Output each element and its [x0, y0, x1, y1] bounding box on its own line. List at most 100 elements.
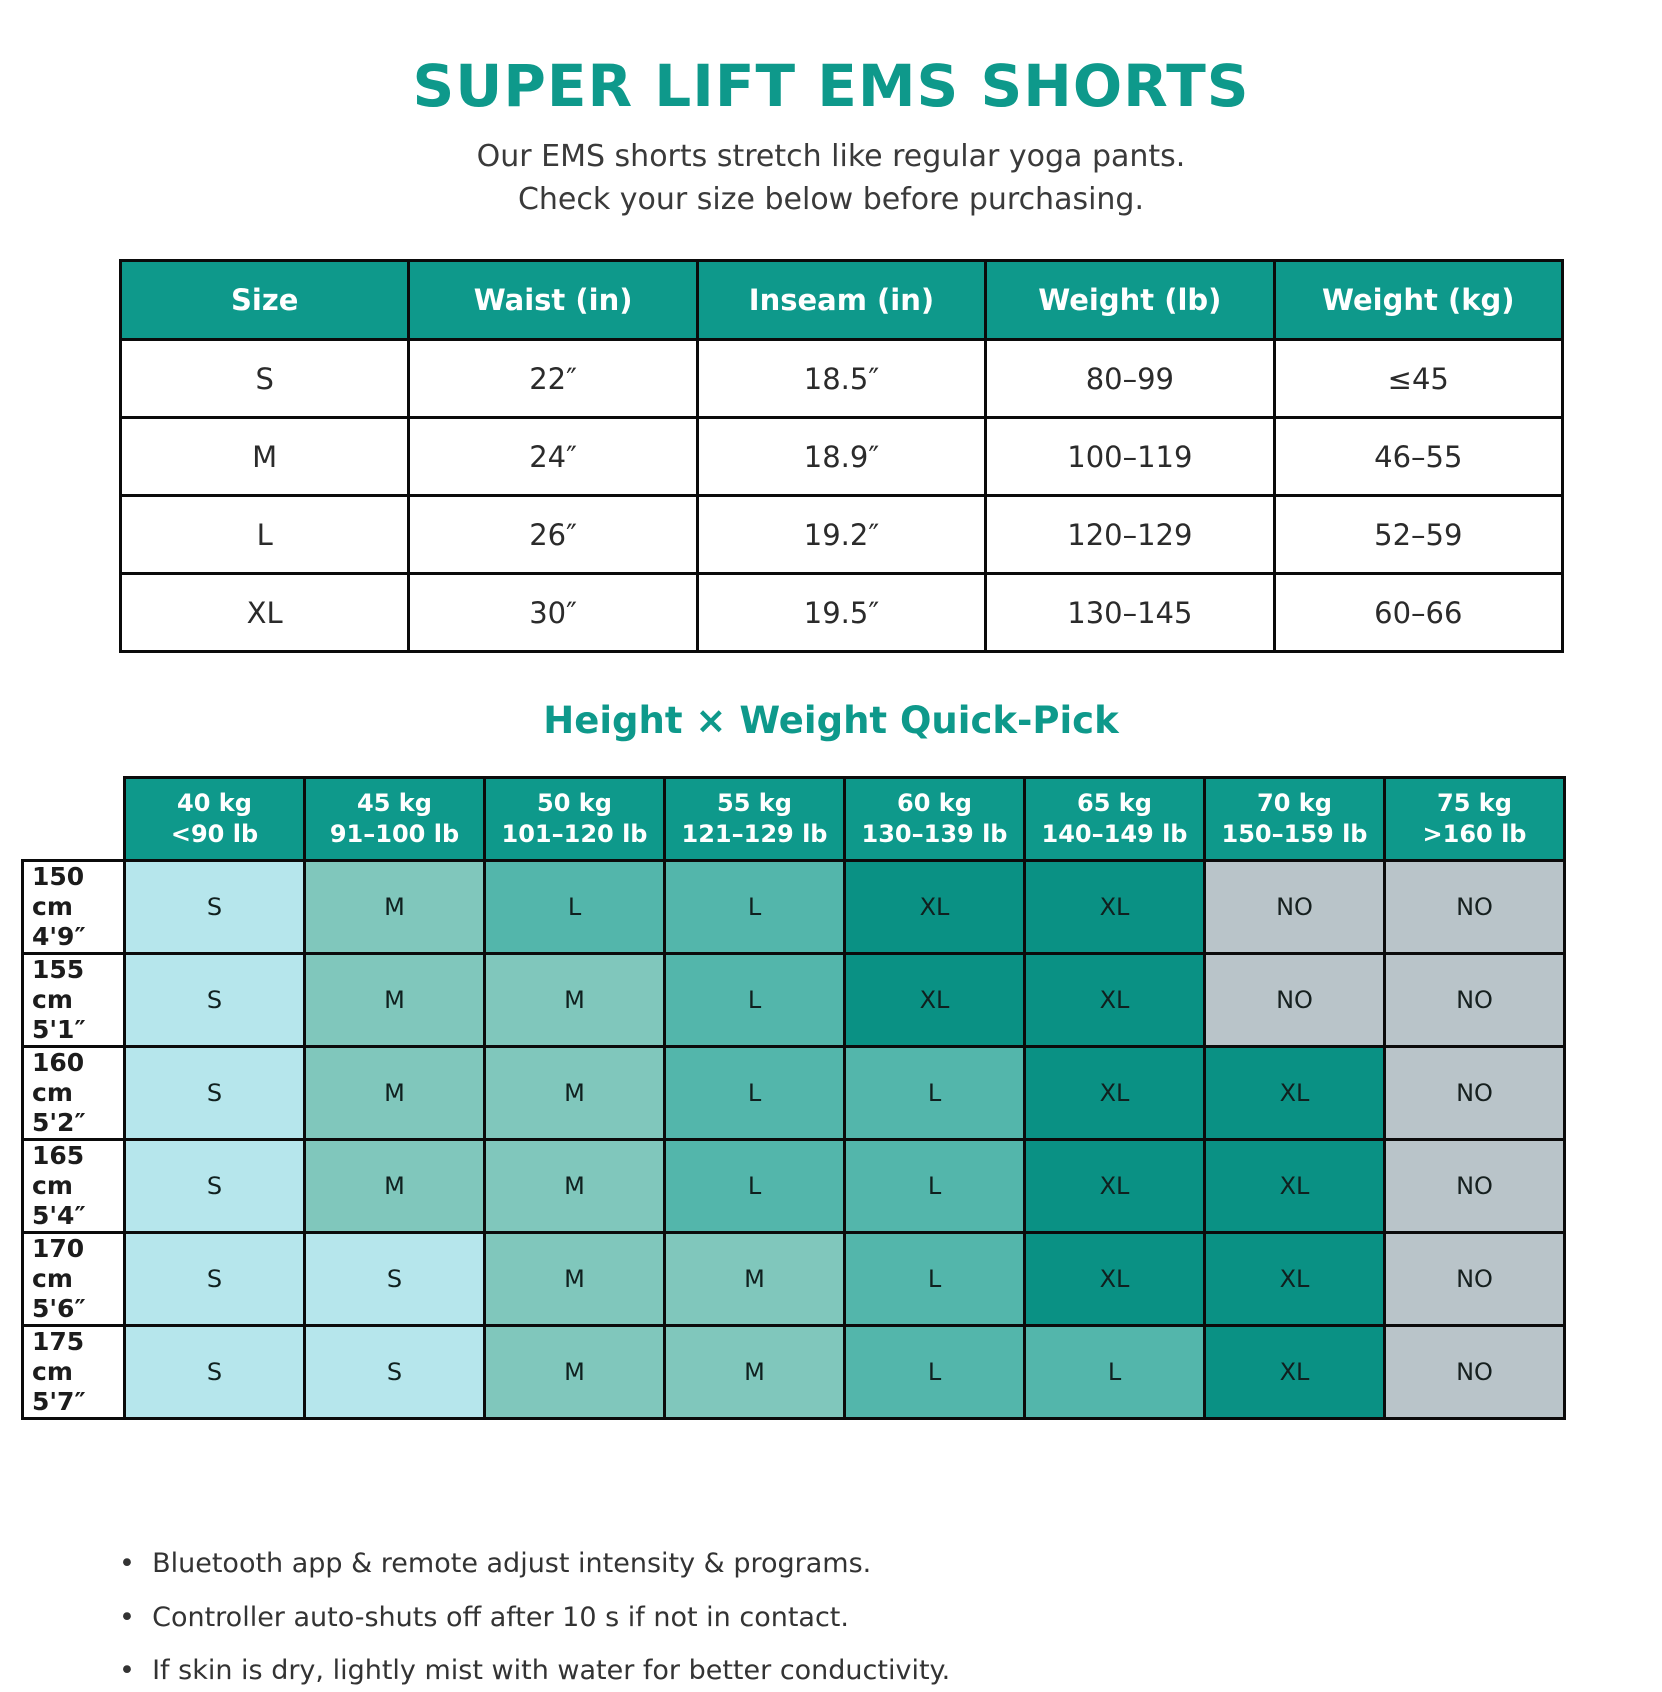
- weight-lb-label: >160 lb: [1422, 820, 1527, 849]
- weight-kg-label: 50 kg: [537, 789, 612, 817]
- size-pick-cell: M: [483, 1231, 666, 1328]
- size-table-header-weight-lb: Weight (lb): [984, 259, 1276, 342]
- size-pick-cell: L: [1023, 1324, 1206, 1421]
- size-pick-cell: S: [123, 1045, 306, 1142]
- size-pick-cell: M: [663, 1324, 846, 1421]
- size-pick-cell: NO: [1383, 952, 1566, 1049]
- size-pick-cell: NO: [1203, 952, 1386, 1049]
- weight-lb-cell: 120–129: [984, 494, 1276, 576]
- weight-col-header-70kg: 70 kg 150–159 lb: [1203, 776, 1386, 863]
- weight-kg-label: 70 kg: [1257, 789, 1332, 817]
- size-pick-cell: S: [123, 1324, 306, 1421]
- size-pick-cell: L: [483, 859, 666, 956]
- size-pick-cell: S: [303, 1324, 486, 1421]
- weight-col-header-45kg: 45 kg 91–100 lb: [303, 776, 486, 863]
- size-cell: M: [118, 416, 411, 498]
- waist-cell: 30″: [407, 572, 699, 654]
- quick-pick-row-150cm: 150 cm 4'9″ S M L L XL XL NO NO: [21, 859, 1566, 956]
- size-pick-cell: NO: [1203, 859, 1386, 956]
- size-table-header-weight-kg: Weight (kg): [1272, 259, 1565, 342]
- weight-kg-cell: 60–66: [1272, 572, 1565, 654]
- subtitle-line-2: Check your size below before purchasing.: [517, 181, 1145, 217]
- size-cell: XL: [118, 572, 411, 654]
- size-pick-cell: M: [303, 1138, 486, 1235]
- weight-col-header-55kg: 55 kg 121–129 lb: [663, 776, 846, 863]
- height-ft-label: 5'7″: [32, 1387, 86, 1417]
- size-pick-cell: NO: [1383, 1324, 1566, 1421]
- corner-spacer: [22, 777, 125, 861]
- height-cm-label: 150 cm: [32, 862, 85, 922]
- inseam-cell: 18.9″: [695, 416, 988, 498]
- weight-lb-label: 101–120 lb: [501, 820, 648, 849]
- weight-kg-cell: ≤45: [1272, 338, 1565, 420]
- height-row-header: 170 cm 5'6″: [21, 1231, 126, 1328]
- weight-lb-cell: 100–119: [984, 416, 1276, 498]
- size-pick-cell: M: [303, 1045, 486, 1142]
- inseam-cell: 18.5″: [695, 338, 988, 420]
- size-pick-cell: NO: [1383, 859, 1566, 956]
- quick-pick-title: Height × Weight Quick-Pick: [543, 699, 1119, 743]
- quick-pick-row-160cm: 160 cm 5'2″ S M M L L XL XL NO: [21, 1045, 1566, 1142]
- waist-cell: 24″: [407, 416, 699, 498]
- weight-lb-label: 121–129 lb: [681, 820, 828, 849]
- size-pick-cell: S: [123, 952, 306, 1049]
- size-table-header-inseam: Inseam (in): [695, 259, 988, 342]
- size-pick-cell: XL: [843, 859, 1026, 956]
- page-title: SUPER LIFT EMS SHORTS: [412, 52, 1250, 120]
- height-ft-label: 4'9″: [32, 922, 86, 952]
- size-pick-cell: M: [483, 1138, 666, 1235]
- size-pick-cell: S: [123, 1231, 306, 1328]
- size-table-header-row: Size Waist (in) Inseam (in) Weight (lb) …: [118, 259, 1565, 342]
- size-pick-cell: S: [303, 1231, 486, 1328]
- weight-lb-label: 150–159 lb: [1221, 820, 1368, 849]
- size-pick-cell: NO: [1383, 1138, 1566, 1235]
- size-pick-cell: L: [843, 1324, 1026, 1421]
- size-pick-cell: XL: [1203, 1138, 1386, 1235]
- weight-kg-label: 65 kg: [1077, 789, 1152, 817]
- note-auto-shutoff: Controller auto-shuts off after 10 s if …: [119, 1602, 1662, 1634]
- size-pick-cell: XL: [843, 952, 1026, 1049]
- waist-cell: 22″: [407, 338, 699, 420]
- weight-col-header-40kg: 40 kg <90 lb: [123, 776, 306, 863]
- height-ft-label: 5'1″: [32, 1015, 86, 1045]
- size-pick-cell: XL: [1023, 1231, 1206, 1328]
- weight-kg-label: 55 kg: [717, 789, 792, 817]
- size-pick-cell: L: [663, 859, 846, 956]
- note-dry-skin: If skin is dry, lightly mist with water …: [119, 1655, 1662, 1687]
- size-table-row-l: L 26″ 19.2″ 120–129 52–59: [118, 494, 1565, 576]
- inseam-cell: 19.5″: [695, 572, 988, 654]
- weight-col-header-60kg: 60 kg 130–139 lb: [843, 776, 1026, 863]
- size-table-header-size: Size: [118, 259, 411, 342]
- height-ft-label: 5'6″: [32, 1294, 86, 1324]
- quick-pick-row-165cm: 165 cm 5'4″ S M M L L XL XL NO: [21, 1138, 1566, 1235]
- quick-pick-header-row: 40 kg <90 lb 45 kg 91–100 lb 50 kg 101–120 …: [22, 776, 1566, 863]
- height-cm-label: 165 cm: [32, 1141, 85, 1201]
- size-pick-cell: XL: [1023, 859, 1206, 956]
- product-notes: Bluetooth app & remote adjust intensity …: [119, 1548, 1662, 1687]
- size-pick-cell: S: [123, 1138, 306, 1235]
- quick-pick-row-170cm: 170 cm 5'6″ S S M M L XL XL NO: [21, 1231, 1566, 1328]
- height-ft-label: 5'4″: [32, 1201, 86, 1231]
- quick-pick-row-155cm: 155 cm 5'1″ S M M L XL XL NO NO: [21, 952, 1566, 1049]
- size-pick-cell: NO: [1383, 1045, 1566, 1142]
- weight-kg-label: 45 kg: [357, 789, 432, 817]
- size-pick-cell: M: [303, 952, 486, 1049]
- size-table-row-s: S 22″ 18.5″ 80–99 ≤45: [118, 338, 1565, 420]
- size-pick-cell: M: [483, 1045, 666, 1142]
- size-pick-cell: XL: [1203, 1231, 1386, 1328]
- subtitle: Our EMS shorts stretch like regular yoga…: [0, 136, 1662, 221]
- size-pick-cell: NO: [1383, 1231, 1566, 1328]
- size-pick-cell: L: [843, 1138, 1026, 1235]
- weight-lb-label: <90 lb: [170, 820, 259, 849]
- weight-col-header-50kg: 50 kg 101–120 lb: [483, 776, 666, 863]
- size-table: Size Waist (in) Inseam (in) Weight (lb) …: [118, 259, 1565, 654]
- size-pick-cell: XL: [1023, 1045, 1206, 1142]
- height-row-header: 155 cm 5'1″: [21, 952, 126, 1049]
- size-table-row-xl: XL 30″ 19.5″ 130–145 60–66: [118, 572, 1565, 654]
- size-pick-cell: XL: [1023, 1138, 1206, 1235]
- weight-lb-cell: 130–145: [984, 572, 1276, 654]
- height-ft-label: 5'2″: [32, 1108, 86, 1138]
- subtitle-line-1: Our EMS shorts stretch like regular yoga…: [476, 139, 1186, 174]
- quick-pick-table: 40 kg <90 lb 45 kg 91–100 lb 50 kg 101–120 …: [21, 776, 1566, 1421]
- size-pick-cell: L: [663, 1045, 846, 1142]
